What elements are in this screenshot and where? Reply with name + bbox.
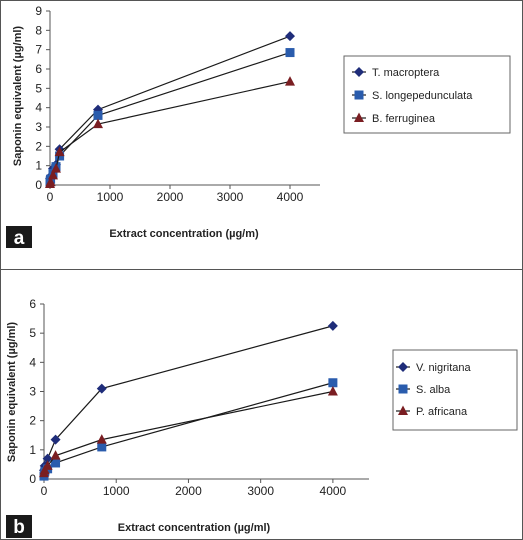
y-tick-label-a: 5: [35, 81, 42, 95]
data-point-b-2: [42, 460, 53, 470]
panel-label-a-text: a: [14, 228, 25, 249]
y-tick-label-a: 6: [35, 62, 42, 76]
y-tick-label-a: 9: [35, 4, 42, 18]
legend-label-b-2: P. africana: [416, 406, 468, 418]
data-point-a-2: [54, 146, 65, 157]
panel-label-b: b: [6, 515, 32, 538]
x-axis-title-b: Extract concentration (µg/ml): [118, 522, 271, 534]
series-line-a-2: [49, 80, 291, 185]
y-tick-label-a: 0: [35, 178, 42, 192]
x-tick-label-b: 2000: [175, 484, 202, 498]
data-point-a-2: [45, 176, 56, 187]
panel-divider: [0, 269, 523, 270]
x-tick-label-a: 3000: [217, 190, 244, 204]
y-tick-label-b: 0: [29, 472, 36, 486]
x-tick-label-a: 4000: [277, 190, 304, 204]
legend-label-b-0: V. nigritana: [416, 362, 472, 374]
data-point-b-1: [51, 458, 61, 468]
y-tick-label-b: 1: [29, 443, 36, 457]
legend-marker-a-2: [354, 112, 364, 122]
legend-marker-a-0: [354, 67, 364, 77]
legend-label-a-2: B. ferruginea: [372, 113, 436, 125]
legend-label-a-1: S. longepedunculata: [372, 90, 473, 102]
series-line-b-1: [43, 382, 334, 477]
x-tick-label-b: 4000: [320, 484, 347, 498]
data-point-a-1: [285, 48, 295, 58]
data-point-b-1: [328, 378, 338, 388]
legend-b: V. nigritana S. alba P. africana: [392, 349, 518, 431]
legend-marker-b-1: [398, 384, 408, 394]
legend-marker-b-0: [398, 362, 408, 372]
y-tick-label-a: 7: [35, 43, 42, 57]
x-tick-label-b: 0: [41, 484, 48, 498]
panel-label-a: a: [6, 226, 32, 249]
data-point-a-2: [285, 76, 295, 86]
data-point-a-1: [93, 110, 103, 120]
data-point-b-0: [50, 434, 61, 445]
x-tick-label-a: 1000: [97, 190, 124, 204]
y-axis-title-b: Saponin equivalent (µg/ml): [6, 322, 18, 463]
legend-a-box: [343, 55, 511, 134]
plot-area-a: 0 1 2 3 4 5 6 7 8 9 0 1000 2000 3000 4000: [35, 4, 320, 204]
data-point-b-0: [96, 383, 107, 394]
y-tick-label-b: 2: [29, 414, 36, 428]
chart-panel-b: Saponin equivalent (µg/ml) Extract conce…: [6, 297, 518, 538]
x-tick-label-a: 2000: [157, 190, 184, 204]
y-tick-label-b: 3: [29, 385, 36, 399]
legend-label-a-0: T. macroptera: [372, 67, 440, 79]
data-point-a-2: [93, 118, 103, 129]
y-tick-label-a: 2: [35, 139, 42, 153]
series-line-a-0: [49, 35, 291, 179]
panel-label-b-text: b: [13, 517, 25, 538]
y-tick-label-b: 6: [29, 297, 36, 311]
series-line-a-1: [49, 51, 291, 183]
data-point-b-2: [327, 386, 338, 396]
x-tick-label-b: 3000: [247, 484, 274, 498]
chart-panel-a: Saponin equivalent (µg/ml) Extract conce…: [6, 4, 511, 249]
y-tick-label-a: 4: [35, 101, 42, 115]
data-point-b-0: [327, 320, 338, 331]
y-tick-label-a: 8: [35, 23, 42, 37]
legend-marker-b-2: [398, 405, 408, 415]
y-tick-label-b: 4: [29, 355, 36, 369]
data-point-b-2: [96, 434, 107, 444]
x-tick-label-a: 0: [47, 190, 54, 204]
legend-marker-a-1: [354, 90, 364, 100]
y-tick-label-b: 5: [29, 326, 36, 340]
y-tick-label-a: 3: [35, 120, 42, 134]
data-point-a-0: [285, 31, 295, 42]
data-point-b-2: [50, 450, 61, 460]
legend-a: T. macroptera S. longepedunculata B. ferru…: [343, 55, 511, 134]
data-point-b-0: [42, 453, 53, 464]
series-line-b-0: [43, 325, 334, 471]
data-point-a-2: [51, 163, 61, 173]
data-point-a-2: [48, 169, 58, 180]
legend-label-b-1: S. alba: [416, 384, 451, 396]
x-tick-label-b: 1000: [103, 484, 130, 498]
y-tick-label-a: 1: [35, 159, 42, 173]
legend-b-box: [392, 349, 518, 431]
data-point-b-1: [97, 442, 107, 452]
y-axis-title-a: Saponin equivalent (µg/ml): [12, 26, 24, 167]
plot-area-b: 0 1 2 3 4 5 6 0 1000 2000 3000 4000: [29, 297, 369, 498]
x-axis-title-a: Extract concentration (µg/m): [109, 228, 259, 240]
